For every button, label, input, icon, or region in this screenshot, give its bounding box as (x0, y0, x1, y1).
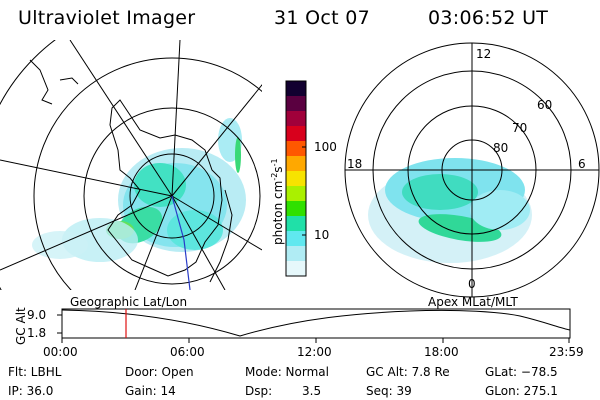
colorbar-band (286, 96, 306, 112)
colorbar-band (286, 126, 306, 142)
mlt-0-label: 0 (468, 277, 476, 291)
time-tick-3: 18:00 (424, 345, 459, 359)
colorbar-band (286, 81, 306, 97)
gc-alt-status: GC Alt: 7.8 Re (366, 365, 450, 379)
colorbar-tick-10: 10 (314, 228, 330, 242)
colorbar-band (286, 111, 306, 127)
seq-status: Seq: 39 (366, 384, 412, 398)
polar-panel-label: Apex MLat/MLT (428, 295, 518, 309)
colorbar-label: photon cm-2s-1 (270, 158, 285, 245)
glat-status: GLat: −78.5 (485, 365, 558, 379)
mlt-12-label: 12 (476, 47, 492, 61)
ip-status: IP: 36.0 (8, 384, 54, 398)
colorbar-band (286, 231, 306, 247)
colorbar-band (286, 171, 306, 187)
mode-status: Mode: Normal (245, 365, 329, 379)
colorbar-band (286, 216, 306, 232)
date-label: 31 Oct 07 (274, 7, 370, 29)
time-tick-0: 00:00 (43, 345, 78, 359)
gain-status: Gain: 14 (125, 384, 176, 398)
colorbar-band (286, 261, 306, 277)
coastline (107, 99, 223, 277)
time-tick-4: 23:59 (549, 345, 584, 359)
polar-grid (344, 42, 600, 298)
colorbar-frame (285, 80, 307, 277)
glon-status: GLon: 275.1 (485, 384, 558, 398)
mlat-70-label: 70 (512, 121, 528, 135)
mlat-80-label: 80 (493, 141, 509, 155)
mlt-18-label: 18 (347, 157, 363, 171)
mlt-6-label: 6 (578, 157, 586, 171)
colorbar-band (286, 156, 306, 172)
time-tick-2: 12:00 (297, 345, 332, 359)
colorbar-band (286, 186, 306, 202)
geographic-map (0, 40, 262, 290)
track-line (171, 195, 191, 290)
altitude-ylabel: GC Alt (14, 307, 28, 345)
dsp-value: 3.5 (302, 384, 322, 398)
colorbar (286, 81, 306, 277)
altitude-ytick-low: 1.8 (27, 326, 47, 340)
filter-status: Flt: LBHL (8, 365, 62, 379)
dsp-label: Dsp: (245, 384, 273, 398)
altitude-ytick-high: 9.0 (27, 308, 47, 322)
colorbar-band (286, 141, 306, 157)
time-tick-1: 06:00 (170, 345, 205, 359)
colorbar-band (286, 201, 306, 217)
colorbar-band (286, 246, 306, 262)
mlat-60-label: 60 (537, 98, 553, 112)
colorbar-tick-100: 100 (314, 140, 337, 154)
time-label: 03:06:52 UT (428, 7, 549, 29)
door-status: Door: Open (125, 365, 194, 379)
instrument-title: Ultraviolet Imager (18, 7, 196, 29)
geo-grid (0, 40, 262, 290)
geo-panel-label: Geographic Lat/Lon (70, 295, 188, 309)
